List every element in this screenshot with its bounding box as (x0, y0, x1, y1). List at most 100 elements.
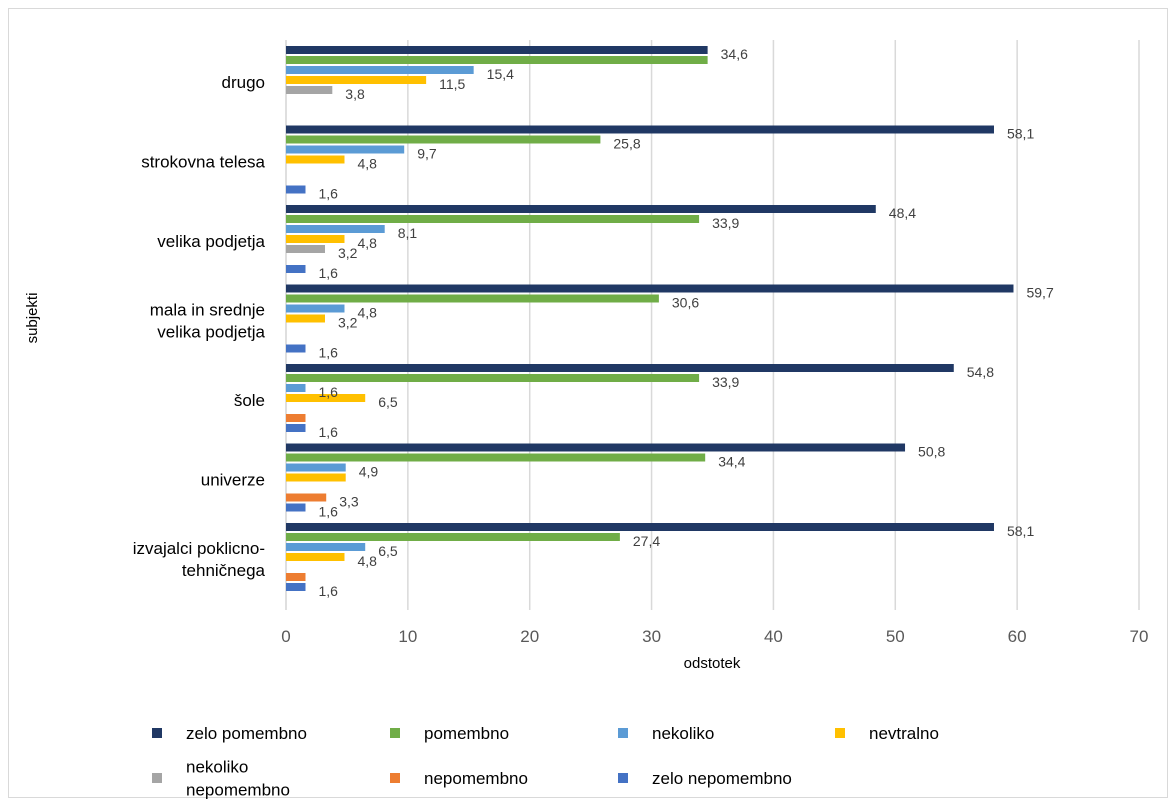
bar (286, 125, 994, 134)
bar (286, 573, 306, 581)
legend-label: nekoliko (652, 724, 714, 743)
x-tick-label: 0 (281, 627, 290, 646)
legend-label: nepomembno (424, 769, 528, 788)
data-label: 58,1 (1007, 126, 1034, 142)
bar (286, 235, 345, 243)
bar (286, 453, 706, 462)
bar (286, 503, 306, 512)
legend-swatch (835, 728, 845, 738)
data-label: 25,8 (613, 136, 640, 152)
data-label: 8,1 (398, 225, 418, 241)
legend-swatch (390, 728, 400, 738)
data-label: 1,6 (318, 504, 338, 520)
x-axis-ticks: 0 10 20 30 40 50 60 70 (281, 627, 1148, 646)
legend-swatch (152, 773, 162, 783)
legend-label: zelo nepomembno (652, 769, 792, 788)
bar (286, 205, 876, 213)
bar (286, 294, 659, 303)
data-label: 3,2 (338, 245, 358, 261)
bar (286, 66, 474, 74)
data-label: 1,6 (318, 424, 338, 440)
category-labels: drugo strokovna telesa velika podjetja mala… (133, 73, 266, 580)
bar (286, 523, 994, 531)
bar (286, 443, 906, 452)
bar (286, 155, 345, 164)
legend-label: pomembno (424, 724, 509, 743)
data-label: 11,5 (439, 76, 465, 92)
data-label: 48,4 (889, 205, 916, 221)
legend-swatch (618, 773, 628, 783)
data-label: 1,6 (318, 583, 338, 599)
data-label: 58,1 (1007, 523, 1034, 539)
bar (286, 304, 345, 313)
bar (286, 76, 427, 84)
bar (286, 493, 327, 502)
legend-swatch (390, 773, 400, 783)
legend-label: nekoliko (186, 758, 248, 777)
data-label: 4,9 (359, 464, 379, 480)
bar (286, 86, 333, 94)
bar (286, 543, 366, 551)
legend-label: nevtralno (869, 724, 939, 743)
data-label: 4,8 (357, 235, 377, 251)
data-label: 3,2 (338, 315, 358, 331)
legend-swatch (152, 728, 162, 738)
x-tick-label: 40 (764, 627, 783, 646)
data-label: 27,4 (633, 533, 660, 549)
bar (286, 245, 325, 253)
x-tick-label: 60 (1008, 627, 1027, 646)
bar (286, 463, 346, 472)
bar (286, 374, 700, 382)
chart-frame (8, 8, 1168, 798)
bar (286, 424, 306, 432)
data-label: 34,6 (721, 46, 748, 62)
data-labels: 34,6 15,4 11,5 3,8 58,1 25,8 9,7 4,8 1,6 48,4 33,9… (318, 46, 1053, 599)
bar (286, 364, 954, 372)
category-label: izvajalci poklicno- (133, 539, 265, 558)
bar (286, 533, 620, 541)
bar (286, 215, 700, 223)
x-axis-title: odstotek (684, 655, 741, 672)
data-label: 33,9 (712, 215, 739, 231)
x-tick-label: 70 (1130, 627, 1149, 646)
data-label: 4,8 (357, 305, 377, 321)
bar (286, 344, 306, 353)
legend-label: zelo pomembno (186, 724, 307, 743)
data-label: 6,5 (378, 543, 398, 559)
bar (286, 265, 306, 273)
data-label: 59,7 (1026, 285, 1053, 301)
category-label: mala in srednje (150, 301, 265, 320)
category-label: univerze (201, 471, 265, 490)
bar (286, 185, 306, 194)
bar (286, 56, 708, 64)
bar (286, 145, 405, 154)
category-label: velika podjetja (157, 232, 265, 251)
bar (286, 414, 306, 422)
data-label: 1,6 (318, 265, 338, 281)
bar (286, 394, 366, 402)
bar (286, 384, 306, 392)
x-tick-label: 10 (398, 627, 417, 646)
data-label: 3,3 (339, 494, 359, 510)
y-axis-title: subjekti (24, 293, 41, 344)
legend-swatch (618, 728, 628, 738)
data-label: 30,6 (672, 295, 699, 311)
category-label: drugo (222, 73, 265, 92)
bar (286, 314, 325, 323)
legend: zelo pomembno pomembno nekoliko nevtralno ne… (152, 724, 939, 800)
data-label: 1,6 (318, 384, 338, 400)
data-label: 54,8 (967, 364, 994, 380)
category-label: šole (234, 391, 265, 410)
bars (286, 46, 1014, 591)
x-tick-label: 50 (886, 627, 905, 646)
data-label: 1,6 (318, 345, 338, 361)
category-label: tehničnega (182, 561, 266, 580)
bar (286, 284, 1014, 293)
bar (286, 135, 601, 144)
bar (286, 46, 708, 54)
data-label: 50,8 (918, 444, 945, 460)
data-label: 33,9 (712, 374, 739, 390)
bar (286, 553, 345, 561)
data-label: 15,4 (487, 66, 514, 82)
